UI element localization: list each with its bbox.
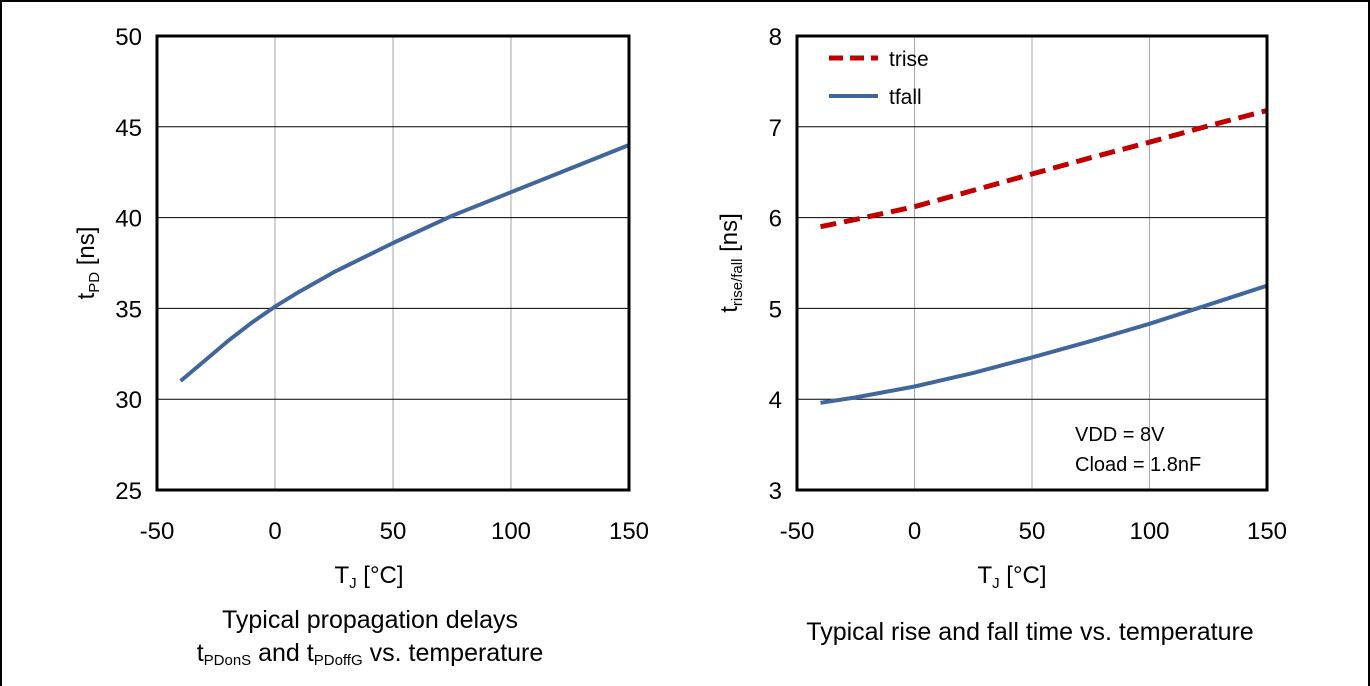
- chart0-y-axis-label: tPD [ns]: [73, 227, 103, 300]
- chart1-x-tick-label: 50: [1019, 518, 1046, 545]
- chart0-series: [179, 143, 630, 383]
- chart0-caption-line2: tPDonS and tPDoffG vs. temperature: [196, 639, 544, 669]
- chart1-y-tick-label: 7: [769, 115, 782, 142]
- chart1-x-tick-label: -50: [780, 518, 815, 545]
- chart1-series-line-trise: [819, 108, 1268, 230]
- chart1-y-tick-label: 6: [769, 206, 782, 233]
- chart1-y-tick-label: 5: [769, 296, 782, 323]
- legend-trise-label: trise: [889, 48, 929, 71]
- chart0-x-tick-label: -50: [140, 518, 175, 545]
- chart0-y-tick-label: 25: [115, 478, 142, 505]
- chart0-x-tick-label: 150: [609, 518, 649, 545]
- chart0-series-line-0: [179, 143, 630, 383]
- chart0-x-tick-label: 0: [268, 518, 281, 545]
- chart1-ticks: -50 0 50 100 150 3 4 5 6 7 8: [769, 24, 1287, 545]
- chart0-caption: Typical propagation delays tPDonS and tP…: [160, 604, 580, 677]
- legend-tfall-label: tfall: [889, 86, 922, 109]
- chart0-ticks: -50 0 50 100 150 25 30 35 40 45 50: [115, 24, 649, 545]
- chart1-grid: [797, 36, 1267, 490]
- chart0-y-tick-label: 40: [115, 206, 142, 233]
- chart0-x-tick-label: 100: [491, 518, 531, 545]
- chart0-plot-frame: [155, 34, 631, 492]
- chart1-series: [819, 108, 1268, 405]
- chart1-caption: Typical rise and fall time vs. temperatu…: [760, 616, 1300, 649]
- chart1-plot-frame: [795, 34, 1269, 492]
- chart0-x-tick-label: 50: [380, 518, 407, 545]
- chart1-x-tick-label: 150: [1247, 518, 1287, 545]
- chart0-x-axis-label: TJ [°C]: [334, 562, 403, 592]
- chart0-grid: [157, 36, 629, 490]
- chart1-y-tick-label: 3: [769, 478, 782, 505]
- chart0-y-tick-label: 45: [115, 115, 142, 142]
- chart1-x-axis-label: TJ [°C]: [977, 562, 1046, 592]
- chart1-y-tick-label: 4: [769, 387, 782, 414]
- chart1-caption-text: Typical rise and fall time vs. temperatu…: [806, 618, 1254, 646]
- chart1-series-line-tfall: [820, 283, 1268, 405]
- chart0-caption-line1: Typical propagation delays: [221, 606, 519, 634]
- chart1-x-tick-label: 100: [1129, 518, 1169, 545]
- chart1-y-tick-label: 8: [769, 24, 782, 51]
- chart0-y-tick-label: 30: [115, 387, 142, 414]
- chart1-annotation-vdd: VDD = 8V: [1075, 424, 1165, 446]
- chart1-x-tick-label: 0: [908, 518, 921, 545]
- chart0-y-tick-label: 35: [115, 296, 142, 323]
- chart1-annotation-cload: Cload = 1.8nF: [1075, 454, 1201, 476]
- propagation-delay-chart: -50 0 50 100 150 25 30 35 40 45 50 TJ [°C] tPD [ns…: [73, 24, 649, 592]
- chart1-y-axis-label: trise/fall [ns]: [716, 213, 746, 313]
- chart0-y-tick-label: 50: [115, 24, 142, 51]
- chart1-legend: trise tfall: [829, 48, 929, 109]
